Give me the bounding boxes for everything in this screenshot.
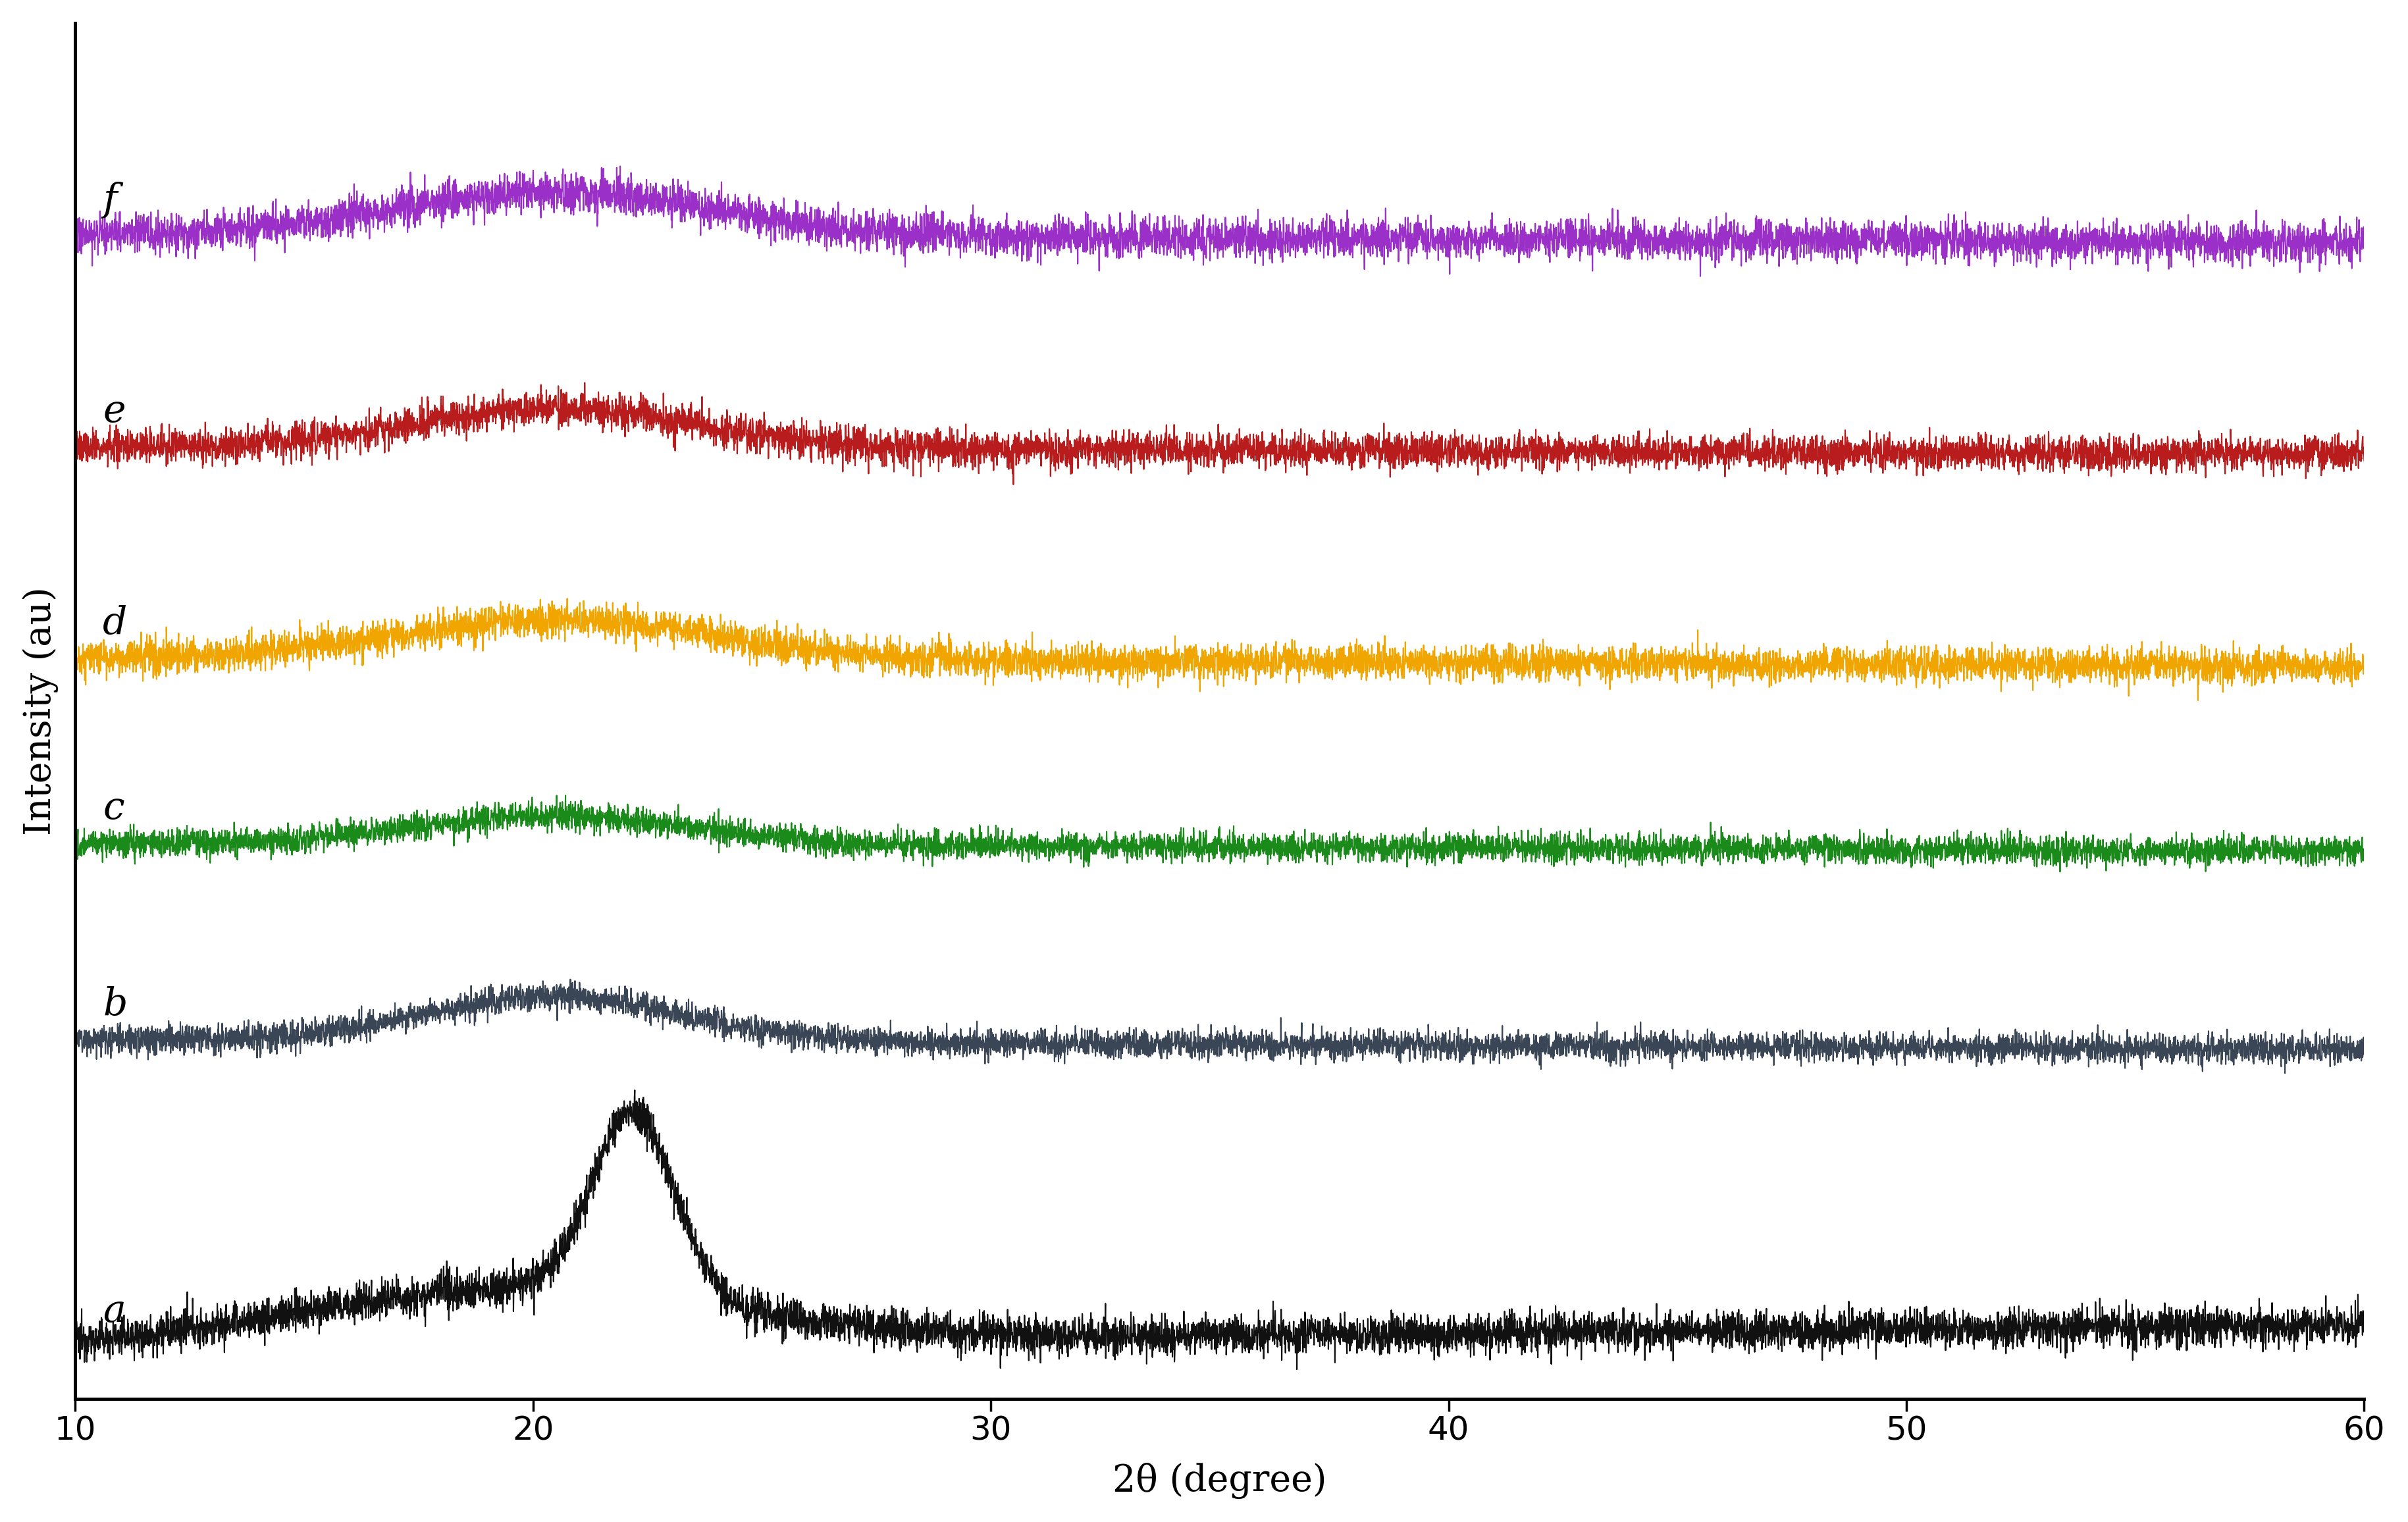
Text: d: d — [104, 604, 128, 642]
X-axis label: 2θ (degree): 2θ (degree) — [1112, 1463, 1327, 1499]
Text: f: f — [104, 181, 118, 219]
Text: c: c — [104, 790, 125, 828]
Text: e: e — [104, 393, 125, 431]
Text: b: b — [104, 986, 128, 1023]
Text: a: a — [104, 1292, 125, 1330]
Y-axis label: Intensity (au): Intensity (au) — [22, 586, 58, 836]
